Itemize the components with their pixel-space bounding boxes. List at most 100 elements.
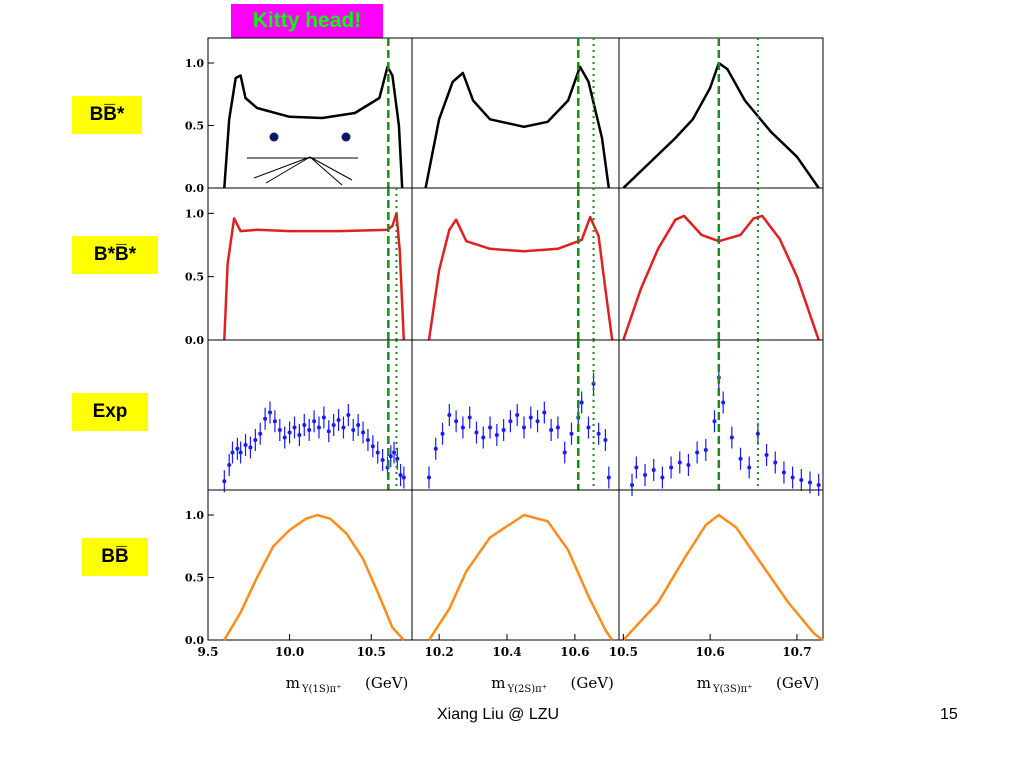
page-number: 15 — [940, 706, 958, 723]
kitty-whisker — [309, 156, 353, 181]
exp-data-point — [388, 454, 393, 459]
y-tick-label: 1.0 — [185, 509, 204, 522]
panel-frame — [411, 37, 620, 189]
x-axis-label: m — [286, 674, 300, 692]
exp-data-point — [375, 450, 380, 455]
exp-data-point — [401, 475, 406, 480]
x-axis-label-subscript: Υ(2S)π⁺ — [507, 684, 547, 695]
curve-BBstar — [424, 65, 611, 189]
exp-data-point — [253, 438, 258, 442]
curve-BstarBstar — [223, 212, 406, 341]
exp-data-point — [235, 446, 240, 451]
x-tick-label: 9.5 — [198, 645, 219, 659]
curve-BstarBstar — [622, 214, 820, 341]
exp-data-point — [807, 480, 812, 485]
exp-data-point — [521, 425, 526, 430]
exp-data-point — [549, 428, 554, 432]
y-tick-label: 0.5 — [185, 271, 204, 284]
exp-data-point — [238, 450, 243, 455]
row-label-b-bbar-star: BB̅* — [72, 96, 142, 134]
exp-data-point — [773, 460, 778, 465]
exp-data-point — [562, 450, 567, 455]
exp-data-point — [738, 456, 743, 461]
x-tick-label: 10.0 — [275, 645, 304, 659]
row-label-exp: Exp — [72, 393, 148, 431]
exp-data-point — [555, 425, 560, 430]
exp-data-point — [816, 483, 821, 487]
exp-data-point — [542, 410, 547, 415]
exp-data-point — [287, 430, 292, 435]
exp-data-point — [579, 400, 584, 405]
exp-data-point — [312, 419, 317, 424]
exp-data-point — [474, 430, 479, 435]
curve-BstarBstar — [427, 215, 614, 341]
exp-data-point — [222, 479, 227, 484]
exp-data-point — [712, 419, 717, 424]
kitty-whisker — [253, 156, 311, 179]
x-tick-label: 10.4 — [492, 645, 521, 659]
curve-BBstar — [223, 65, 404, 189]
exp-data-point — [440, 431, 445, 436]
exp-data-point — [669, 465, 674, 470]
panel-frame — [207, 339, 413, 491]
y-tick-label: 0.0 — [185, 634, 204, 647]
exp-data-point — [501, 428, 506, 432]
exp-data-point — [603, 438, 608, 442]
curve-BB — [223, 513, 405, 641]
exp-data-point — [695, 450, 700, 455]
exp-data-point — [535, 419, 540, 424]
kitty-head-banner: Kitty head! — [231, 4, 383, 38]
exp-data-point — [398, 473, 403, 477]
exp-data-point — [292, 425, 297, 430]
exp-data-point — [606, 475, 611, 480]
x-axis-unit: (GeV) — [571, 674, 614, 692]
exp-data-point — [790, 475, 795, 480]
exp-data-point — [248, 445, 253, 450]
exp-data-point — [447, 413, 452, 417]
exp-data-point — [515, 413, 520, 417]
exp-data-point — [356, 423, 361, 427]
panel-frame — [411, 187, 620, 341]
y-tick-label: 0.0 — [185, 182, 204, 195]
x-tick-label: 10.7 — [782, 645, 811, 659]
exp-data-point — [243, 443, 248, 447]
curve-BBstar — [622, 61, 820, 189]
exp-data-point — [268, 410, 273, 415]
exp-data-point — [755, 431, 760, 436]
exp-data-point — [395, 456, 400, 461]
exp-data-point — [634, 465, 639, 470]
exp-data-point — [569, 431, 574, 436]
exp-data-point — [596, 431, 601, 436]
exp-data-point — [365, 438, 370, 442]
exp-data-point — [346, 413, 351, 417]
exp-data-point — [426, 475, 431, 480]
exp-data-point — [651, 468, 656, 472]
x-axis-label: m — [697, 674, 711, 692]
y-tick-label: 0.5 — [185, 572, 204, 585]
exp-data-point — [272, 419, 277, 424]
exp-data-point — [460, 425, 465, 430]
exp-data-point — [331, 423, 336, 427]
exp-data-point — [351, 428, 356, 432]
kitty-left-eye — [269, 132, 279, 142]
exp-data-point — [361, 430, 366, 435]
exp-data-point — [481, 435, 486, 440]
exp-data-point — [467, 415, 472, 420]
kitty-whisker — [309, 156, 343, 186]
exp-data-point — [729, 435, 734, 440]
exp-data-point — [392, 450, 397, 455]
exp-data-point — [799, 478, 804, 482]
footer-author: Xiang Liu @ LZU — [437, 706, 560, 723]
y-tick-label: 0.0 — [185, 334, 204, 347]
y-tick-label: 1.0 — [185, 207, 204, 220]
exp-data-point — [258, 431, 263, 436]
exp-data-point — [433, 446, 438, 451]
x-axis-label-subscript: Υ(3S)π⁺ — [712, 684, 752, 695]
exp-data-point — [282, 435, 287, 440]
panel-frame — [207, 37, 413, 189]
exp-data-point — [341, 425, 346, 430]
kitty-right-eye — [341, 132, 351, 142]
kitty-whisker — [265, 156, 311, 184]
row-label-bstar-bbar-star: B*B̅* — [72, 236, 158, 274]
exp-data-point — [686, 463, 691, 467]
